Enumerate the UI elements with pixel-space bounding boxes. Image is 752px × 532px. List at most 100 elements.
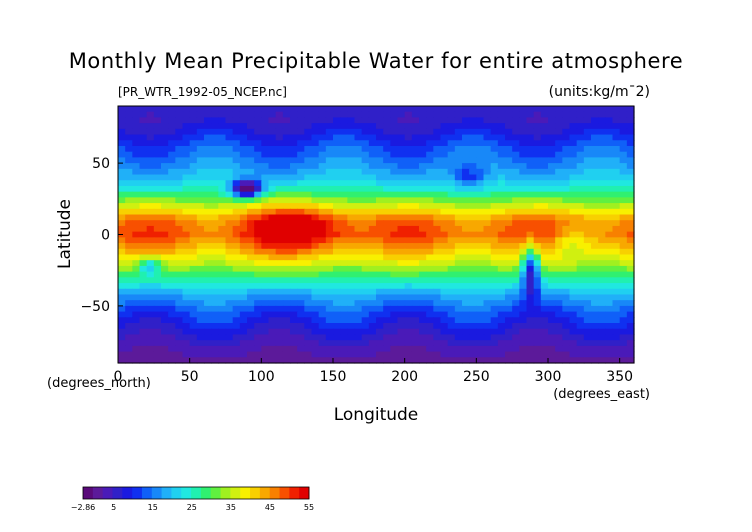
heatmap-cell	[469, 288, 477, 296]
heatmap-cell	[454, 271, 463, 278]
heatmap-cell	[232, 123, 241, 130]
heatmap-cell	[275, 180, 284, 187]
heatmap-cell	[562, 168, 571, 176]
heatmap-cell	[598, 265, 606, 273]
heatmap-cell	[526, 237, 535, 244]
heatmap-cell	[254, 225, 262, 233]
heatmap-cell	[440, 300, 449, 307]
heatmap-cell	[232, 197, 241, 204]
heatmap-cell	[626, 357, 635, 364]
heatmap-cell	[576, 323, 585, 330]
heatmap-cell	[569, 214, 578, 221]
heatmap-cell	[562, 334, 571, 341]
heatmap-cell	[268, 345, 277, 353]
heatmap-cell	[447, 351, 456, 358]
heatmap-cell	[583, 168, 592, 176]
heatmap-cell	[368, 106, 377, 113]
heatmap-cell	[433, 208, 442, 216]
heatmap-cell	[433, 340, 442, 347]
heatmap-cell	[182, 248, 191, 256]
heatmap-cell	[282, 311, 291, 318]
heatmap-cell	[526, 277, 535, 284]
heatmap-cell	[383, 214, 391, 221]
heatmap-cell	[168, 357, 176, 364]
heatmap-cell	[598, 271, 606, 278]
heatmap-cell	[483, 317, 492, 324]
heatmap-cell	[290, 185, 298, 193]
heatmap-cell	[433, 231, 442, 238]
heatmap-cell	[211, 277, 219, 284]
colorbar-swatch	[132, 487, 143, 499]
heatmap-cell	[569, 128, 578, 136]
heatmap-cell	[239, 294, 248, 301]
heatmap-cell	[519, 340, 528, 347]
heatmap-cell	[232, 305, 241, 313]
heatmap-cell	[168, 323, 176, 330]
heatmap-cell	[325, 265, 334, 273]
heatmap-cell	[591, 328, 599, 336]
heatmap-cell	[383, 351, 391, 358]
heatmap-cell	[419, 311, 427, 318]
heatmap-cell	[211, 357, 219, 364]
heatmap-cell	[483, 134, 492, 141]
heatmap-cell	[583, 220, 592, 227]
heatmap-cell	[583, 214, 592, 221]
heatmap-cell	[333, 345, 341, 353]
heatmap-cell	[440, 180, 449, 187]
heatmap-cell	[340, 203, 348, 210]
heatmap-cell	[612, 111, 621, 119]
heatmap-cell	[433, 328, 442, 336]
heatmap-cell	[189, 151, 198, 158]
heatmap-cell	[433, 123, 442, 130]
heatmap-cell	[469, 340, 477, 347]
heatmap-cell	[462, 231, 470, 238]
heatmap-cell	[261, 357, 270, 364]
heatmap-cell	[376, 248, 384, 256]
heatmap-cell	[304, 231, 313, 238]
heatmap-cell	[562, 351, 571, 358]
heatmap-cell	[519, 271, 528, 278]
heatmap-cell	[383, 140, 391, 147]
heatmap-cell	[397, 300, 406, 307]
heatmap-cell	[125, 248, 133, 256]
heatmap-cell	[411, 203, 420, 210]
heatmap-cell	[354, 340, 363, 347]
heatmap-cell	[347, 351, 356, 358]
heatmap-cell	[333, 260, 341, 267]
heatmap-cell	[261, 231, 270, 238]
heatmap-cell	[598, 197, 606, 204]
heatmap-cell	[605, 317, 614, 324]
heatmap-cell	[576, 231, 585, 238]
heatmap-cell	[254, 174, 262, 181]
heatmap-cell	[533, 323, 542, 330]
heatmap-cell	[325, 294, 334, 301]
heatmap-cell	[469, 163, 477, 170]
heatmap-cell	[175, 231, 184, 238]
heatmap-cell	[132, 117, 141, 124]
heatmap-cell	[211, 197, 219, 204]
heatmap-cell	[447, 203, 456, 210]
heatmap-cell	[304, 180, 313, 187]
heatmap-cell	[211, 185, 219, 193]
heatmap-cell	[175, 334, 184, 341]
heatmap-cell	[161, 340, 169, 347]
heatmap-cell	[562, 328, 571, 336]
heatmap-cell	[354, 197, 363, 204]
heatmap-cell	[275, 208, 284, 216]
heatmap-cell	[275, 294, 284, 301]
heatmap-cell	[368, 271, 377, 278]
heatmap-cell	[526, 243, 535, 250]
heatmap-cell	[139, 305, 148, 313]
heatmap-cell	[247, 323, 255, 330]
heatmap-cell	[161, 134, 169, 141]
heatmap-cell	[204, 168, 212, 176]
heatmap-cell	[354, 311, 363, 318]
heatmap-cell	[125, 283, 133, 290]
heatmap-cell	[218, 185, 227, 193]
heatmap-cell	[118, 311, 126, 318]
heatmap-cell	[254, 357, 262, 364]
heatmap-cell	[562, 140, 571, 147]
heatmap-cell	[555, 351, 563, 358]
heatmap-cell	[483, 214, 492, 221]
heatmap-cell	[533, 145, 542, 153]
